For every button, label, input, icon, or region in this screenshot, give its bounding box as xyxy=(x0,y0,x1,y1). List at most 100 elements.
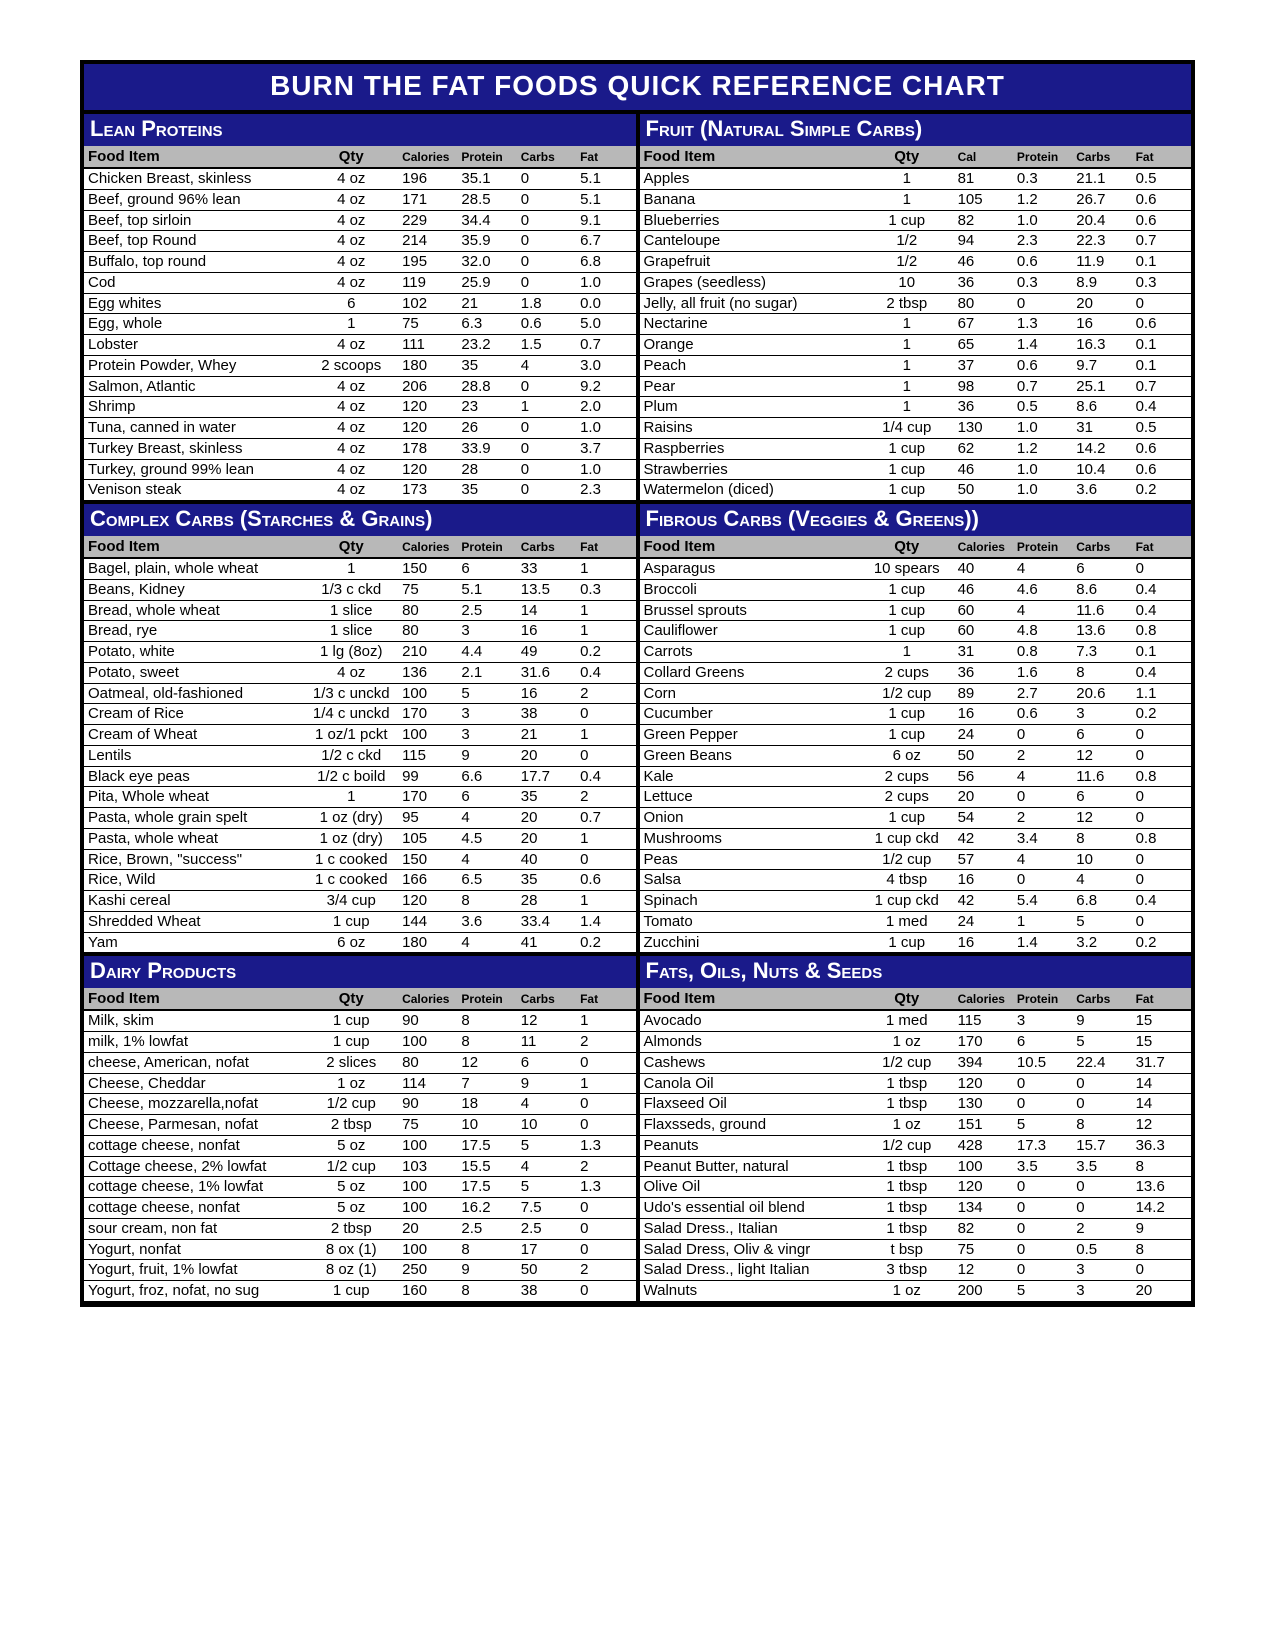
table-row: Zucchini1 cup161.43.20.2 xyxy=(640,932,1192,953)
table-row: Lobster4 oz11123.21.50.7 xyxy=(84,335,636,356)
cell: 0 xyxy=(1132,911,1191,932)
cell: 0 xyxy=(1013,1198,1072,1219)
col-header: Cal xyxy=(954,146,1013,168)
cell: 0 xyxy=(576,1281,635,1302)
cell: 8 xyxy=(1072,662,1131,683)
cell: 4 oz xyxy=(304,210,398,231)
cell: 1 xyxy=(860,355,954,376)
table-row: Peanut Butter, natural1 tbsp1003.53.58 xyxy=(640,1156,1192,1177)
table-row: Beef, top sirloin4 oz22934.409.1 xyxy=(84,210,636,231)
cell: 5.4 xyxy=(1013,891,1072,912)
table-row: Asparagus10 spears40460 xyxy=(640,558,1192,579)
cell: 11.6 xyxy=(1072,600,1131,621)
cell: 18 xyxy=(457,1094,516,1115)
cell: 14 xyxy=(517,600,576,621)
cell: 144 xyxy=(398,911,457,932)
cell: 3.5 xyxy=(1072,1156,1131,1177)
cell: 16 xyxy=(954,932,1013,953)
cell: 31 xyxy=(1072,418,1131,439)
cell: 100 xyxy=(398,1239,457,1260)
cell: 1 xyxy=(576,558,635,579)
cell: 0 xyxy=(517,231,576,252)
section-fruit: Fruit (Natural Simple Carbs)Food ItemQty… xyxy=(640,112,1192,502)
cell: 22.3 xyxy=(1072,231,1131,252)
cell: 25.9 xyxy=(457,272,516,293)
col-header: Qty xyxy=(304,146,398,168)
table-row: Grapefruit1/2460.611.90.1 xyxy=(640,252,1192,273)
cell: 1 xyxy=(304,787,398,808)
table-row: Potato, white1 lg (8oz)2104.4490.2 xyxy=(84,642,636,663)
cell: 15.5 xyxy=(457,1156,516,1177)
col-header: Food Item xyxy=(640,988,860,1010)
cell: 5 oz xyxy=(304,1135,398,1156)
cell: 95 xyxy=(398,808,457,829)
cell: Grapefruit xyxy=(640,252,860,273)
table-row: cheese, American, nofat2 slices801260 xyxy=(84,1052,636,1073)
cell: 3 xyxy=(1072,1281,1131,1302)
cell: Cod xyxy=(84,272,304,293)
col-header: Carbs xyxy=(517,536,576,558)
cell: Peas xyxy=(640,849,860,870)
cell: 0.2 xyxy=(576,932,635,953)
cell: 100 xyxy=(398,1135,457,1156)
table-row: Salad Dress, Oliv & vingrt bsp7500.58 xyxy=(640,1239,1192,1260)
cell: 2.7 xyxy=(1013,683,1072,704)
cell: 9 xyxy=(1132,1218,1191,1239)
table-row: Flaxseed Oil1 tbsp1300014 xyxy=(640,1094,1192,1115)
cell: 1/2 c ckd xyxy=(304,745,398,766)
cell: 28 xyxy=(517,891,576,912)
cell: Black eye peas xyxy=(84,766,304,787)
col-header: Carbs xyxy=(1072,988,1131,1010)
sections-grid: Lean ProteinsFood ItemQtyCaloriesProtein… xyxy=(84,112,1191,1303)
cell: 2 xyxy=(1072,1218,1131,1239)
cell: 250 xyxy=(398,1260,457,1281)
cell: 1/2 cup xyxy=(304,1156,398,1177)
table-row: Tomato1 med24150 xyxy=(640,911,1192,932)
cell: Salad Dress., Italian xyxy=(640,1218,860,1239)
cell: 20 xyxy=(517,828,576,849)
cell: 2.3 xyxy=(576,480,635,501)
cell: 6.8 xyxy=(576,252,635,273)
cell: Grapes (seedless) xyxy=(640,272,860,293)
table-row: Collard Greens2 cups361.680.4 xyxy=(640,662,1192,683)
table-row: Tuna, canned in water4 oz1202601.0 xyxy=(84,418,636,439)
table-row: Beans, Kidney1/3 c ckd755.113.50.3 xyxy=(84,579,636,600)
table-row: Spinach1 cup ckd425.46.80.4 xyxy=(640,891,1192,912)
cell: Avocado xyxy=(640,1010,860,1031)
cell: 14.2 xyxy=(1072,438,1131,459)
col-header: Food Item xyxy=(640,536,860,558)
cell: 20 xyxy=(954,787,1013,808)
cell: 1 tbsp xyxy=(860,1094,954,1115)
col-header: Calories xyxy=(398,536,457,558)
cell: 3.2 xyxy=(1072,932,1131,953)
cell: 0.6 xyxy=(1132,438,1191,459)
cell: 80 xyxy=(398,1052,457,1073)
table-row: Shrimp4 oz1202312.0 xyxy=(84,397,636,418)
cell: 17.5 xyxy=(457,1135,516,1156)
cell: 25.1 xyxy=(1072,376,1131,397)
cell: Orange xyxy=(640,335,860,356)
cell: 10 xyxy=(860,272,954,293)
cell: 0 xyxy=(1013,1094,1072,1115)
table-row: Protein Powder, Whey2 scoops1803543.0 xyxy=(84,355,636,376)
table-row: Cream of Wheat1 oz/1 pckt1003211 xyxy=(84,725,636,746)
cell: Peanut Butter, natural xyxy=(640,1156,860,1177)
cell: 14.2 xyxy=(1132,1198,1191,1219)
cell: 36 xyxy=(954,662,1013,683)
cell: 1 tbsp xyxy=(860,1218,954,1239)
cell: Rice, Brown, "success" xyxy=(84,849,304,870)
cell: 0.6 xyxy=(1132,189,1191,210)
cell: 8 xyxy=(457,1239,516,1260)
cell: 3 tbsp xyxy=(860,1260,954,1281)
table-row: Bread, whole wheat1 slice802.5141 xyxy=(84,600,636,621)
table-row: Carrots1310.87.30.1 xyxy=(640,642,1192,663)
cell: 23 xyxy=(457,397,516,418)
cell: Zucchini xyxy=(640,932,860,953)
cell: 120 xyxy=(954,1177,1013,1198)
cell: 4 oz xyxy=(304,438,398,459)
cell: 12 xyxy=(1132,1115,1191,1136)
table-row: cottage cheese, 1% lowfat5 oz10017.551.3 xyxy=(84,1177,636,1198)
cell: Raisins xyxy=(640,418,860,439)
cell: 170 xyxy=(954,1032,1013,1053)
cell: 4 oz xyxy=(304,272,398,293)
